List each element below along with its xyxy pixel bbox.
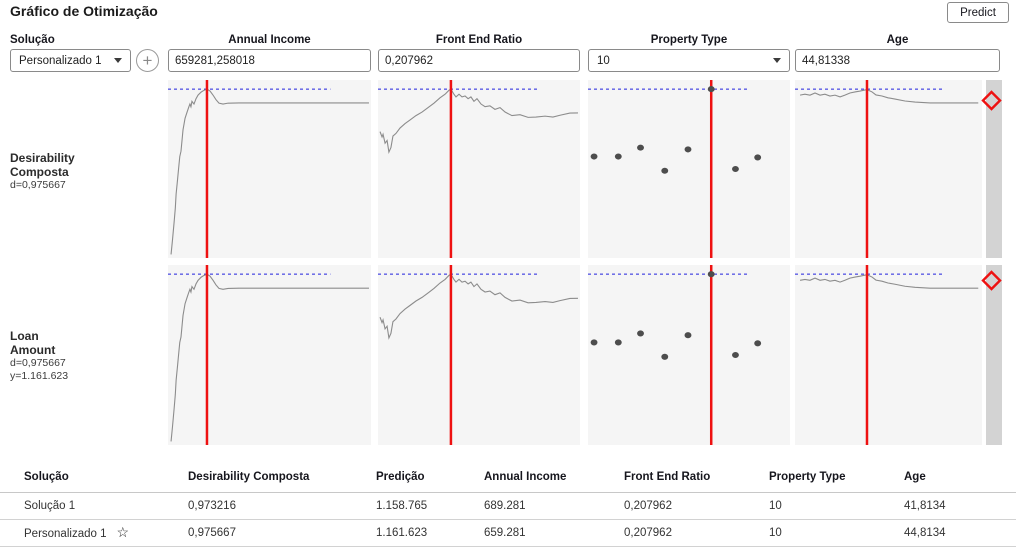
table-cell: 659.281 <box>484 519 624 547</box>
page-title: Gráfico de Otimização <box>10 3 158 19</box>
response-label-desirability: Desirability Composta d=0,975667 <box>10 151 160 192</box>
column-header: Predição <box>376 463 484 493</box>
table-cell: 0,207962 <box>624 519 769 547</box>
column-header: Age <box>904 463 1016 493</box>
solutions-table: Solução Desirability Composta Predição Annu… <box>0 463 1016 547</box>
property-type-value: 10 <box>597 54 610 67</box>
table-cell: 0,207962 <box>624 492 769 520</box>
factor-label-front-end-ratio: Front End Ratio <box>435 34 523 46</box>
table-cell: 0,973216 <box>188 492 376 520</box>
column-header: Front End Ratio <box>624 463 769 493</box>
property-type-select[interactable]: 10 <box>588 49 790 72</box>
solution-marker-diamond[interactable] <box>981 90 1002 111</box>
profile-cell-desirability-front-end-ratio[interactable] <box>378 80 580 258</box>
annual-income-input[interactable] <box>168 49 371 72</box>
table-cell: 10 <box>769 492 904 520</box>
response-label-loan-amount: Loan Amount d=0,975667 y=1.161.623 <box>10 329 160 382</box>
table-cell: 10 <box>769 519 904 547</box>
factor-label-age: Age <box>886 34 909 46</box>
chevron-down-icon <box>114 58 122 63</box>
predict-button[interactable]: Predict <box>947 2 1009 23</box>
response-stat: d=0,975667 <box>10 179 66 191</box>
table-row[interactable]: Personalizado 1 ☆ 0,975667 1.161.623 659.281… <box>0 519 1016 547</box>
profile-cell-loan-amount-annual-income[interactable] <box>168 265 371 445</box>
profile-cell-loan-amount-front-end-ratio[interactable] <box>378 265 580 445</box>
add-solution-button[interactable]: + <box>136 49 159 72</box>
column-header: Annual Income <box>484 463 624 493</box>
table-cell: Solução 1 <box>0 492 188 520</box>
table-cell: 0,975667 <box>188 519 376 547</box>
front-end-ratio-input[interactable] <box>378 49 580 72</box>
table-cell: 1.161.623 <box>376 519 484 547</box>
response-name: Amount <box>10 343 56 357</box>
solution-dropdown[interactable]: Personalizado 1 <box>10 49 131 72</box>
table-row[interactable]: Solução 1 0,973216 1.158.765 689.281 0,20796… <box>0 492 1016 520</box>
column-header: Desirability Composta <box>188 463 376 493</box>
response-stat: y=1.161.623 <box>10 369 69 382</box>
profile-cell-desirability-annual-income[interactable] <box>168 80 371 258</box>
factor-label-annual-income: Annual Income <box>228 34 311 46</box>
profile-cell-loan-amount-age[interactable] <box>795 265 982 445</box>
table-cell: 689.281 <box>484 492 624 520</box>
table-cell: 41,8134 <box>904 492 1016 520</box>
column-header: Property Type <box>769 463 904 493</box>
response-stat: d=0,975667 <box>10 357 66 369</box>
marker-track <box>986 265 1002 445</box>
profile-cell-desirability-age[interactable] <box>795 80 982 258</box>
response-name: Desirability <box>10 151 75 165</box>
response-name: Loan <box>10 329 39 343</box>
table-cell: 1.158.765 <box>376 492 484 520</box>
table-header-row: Solução Desirability Composta Predição Annu… <box>0 463 1016 493</box>
star-icon[interactable]: ☆ <box>116 524 130 540</box>
solution-label: Solução <box>10 34 55 46</box>
column-header: Solução <box>0 463 188 493</box>
chevron-down-icon <box>773 58 781 63</box>
response-name: Composta <box>10 165 69 179</box>
profile-cell-desirability-property-type[interactable] <box>588 80 790 258</box>
profile-cell-loan-amount-property-type[interactable] <box>588 265 790 445</box>
marker-track <box>986 80 1002 258</box>
age-input[interactable] <box>795 49 1000 72</box>
solution-marker-diamond[interactable] <box>981 270 1002 291</box>
table-cell: Personalizado 1 ☆ <box>0 519 188 547</box>
factor-label-property-type: Property Type <box>650 34 728 46</box>
solution-dropdown-value: Personalizado 1 <box>19 54 102 67</box>
table-cell: 44,8134 <box>904 519 1016 547</box>
